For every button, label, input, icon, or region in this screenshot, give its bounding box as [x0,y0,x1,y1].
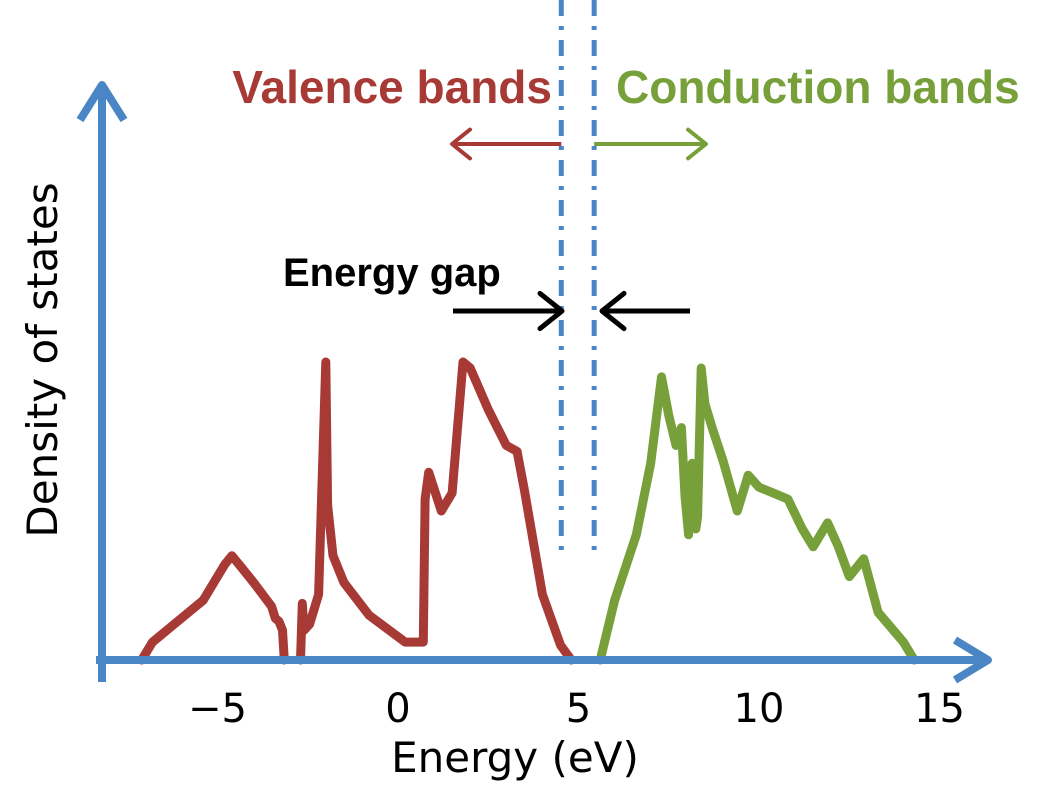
x-tick-label: 5 [566,686,591,732]
conduction-arrow-head [686,127,708,161]
x-axis-arrowhead [952,636,992,684]
gap-arrow-left [453,290,565,332]
x-tick-label: 15 [914,686,965,732]
x-tick-labels: −5 0 5 10 15 [188,686,965,732]
x-tick-label: −5 [188,686,247,732]
energy-gap-label: Energy gap [283,251,501,295]
valence-direction-arrow [450,127,562,161]
valence-bands-label: Valence bands [232,61,552,113]
series-layer [137,357,919,665]
y-axis-title: Density of states [18,182,67,537]
axes [76,81,992,684]
gap-arrow-right-head [599,290,627,332]
x-tick-label: 0 [385,686,410,732]
conduction-band-curve-1 [595,363,919,665]
gap-arrow-right [599,290,690,332]
conduction-bands-label: Conduction bands [616,61,1020,113]
valence-band-curve-2 [296,357,576,665]
x-tick-label: 10 [734,686,785,732]
valence-band-curve-1 [137,551,289,665]
valence-arrow-head [450,127,472,161]
x-axis-title: Energy (eV) [391,733,639,782]
conduction-direction-arrow [594,127,708,161]
gap-arrow-left-head [537,290,565,332]
y-axis-arrowhead [76,81,128,123]
